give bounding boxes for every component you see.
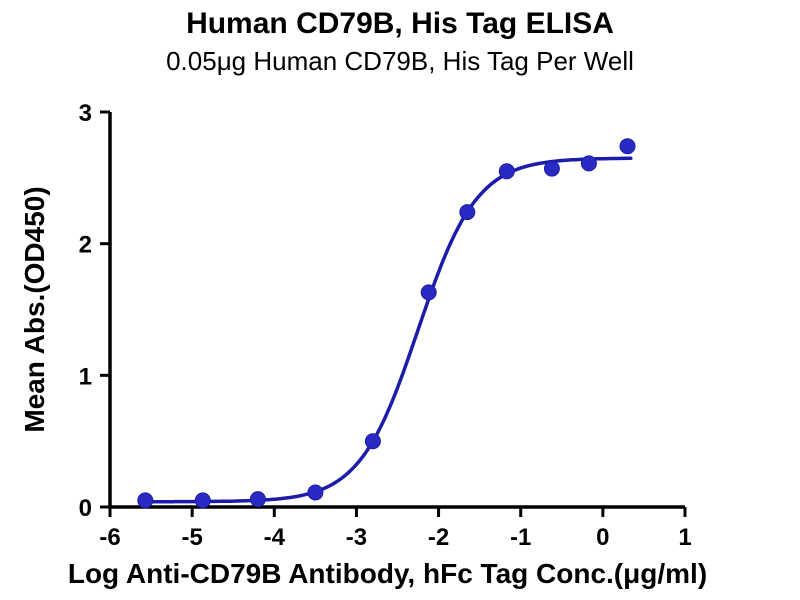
data-point xyxy=(137,492,154,509)
x-tick-label: 1 xyxy=(678,524,691,551)
y-tick-label: 1 xyxy=(79,364,92,391)
data-point xyxy=(194,492,211,509)
x-tick-label: -3 xyxy=(346,524,367,551)
y-tick-label: 3 xyxy=(79,100,92,127)
data-point xyxy=(364,433,381,450)
data-point xyxy=(580,155,597,172)
data-point xyxy=(498,163,515,180)
data-point xyxy=(459,204,476,221)
y-axis-label: Mean Abs.(OD450) xyxy=(19,187,50,433)
x-tick-label: -6 xyxy=(99,524,120,551)
elisa-chart: -6 -5 -4 -3 -2 -1 0 1 0 1 2 3 Log Anti-CD79B Antibod… xyxy=(19,100,707,589)
data-point xyxy=(420,284,437,301)
x-tick-label: -5 xyxy=(181,524,202,551)
x-tick-label: 0 xyxy=(596,524,609,551)
y-tick-label: 2 xyxy=(79,232,92,259)
chart-header: Human CD79B, His Tag ELISA 0.05μg Human … xyxy=(0,0,800,77)
x-tick-label: -4 xyxy=(264,524,286,551)
x-tick-label: -1 xyxy=(510,524,531,551)
chart-title: Human CD79B, His Tag ELISA xyxy=(186,7,614,40)
y-tick-label: 0 xyxy=(79,495,92,522)
fit-curve xyxy=(141,156,633,504)
data-point xyxy=(249,491,266,508)
data-point xyxy=(619,138,636,155)
x-tick-label: -2 xyxy=(428,524,449,551)
data-point xyxy=(307,484,324,501)
x-axis-label: Log Anti-CD79B Antibody, hFc Tag Conc.(μ… xyxy=(68,558,707,589)
chart-subtitle: 0.05μg Human CD79B, His Tag Per Well xyxy=(166,46,634,76)
data-point xyxy=(543,160,560,177)
